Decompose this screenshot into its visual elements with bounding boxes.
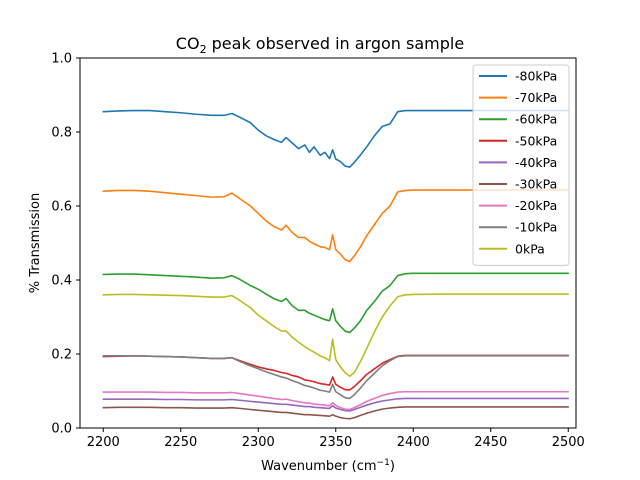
legend-label: 0kPa: [515, 241, 545, 256]
x-axis-label: Wavenumber (cm−1): [261, 458, 395, 474]
x-tick-label: 2200: [87, 435, 120, 450]
y-axis: 0.0 0.2 0.4 0.6 0.8 1.0: [51, 52, 80, 437]
y-axis-label: % Transmission: [28, 193, 43, 293]
x-tick-label: 2450: [474, 435, 507, 450]
x-axis-label-rest: ): [390, 459, 395, 474]
y-tick-label: 0.2: [51, 348, 72, 363]
y-tick-label: 1.0: [51, 52, 72, 67]
chart-title-subscript: 2: [200, 43, 207, 56]
series-line-80kpa: [102, 109, 570, 168]
x-tick-label: 2300: [242, 435, 275, 450]
y-tick-label: 0.4: [51, 274, 72, 289]
series-line-0kpa: [102, 293, 570, 378]
x-axis-label-main: Wavenumber (cm: [261, 459, 376, 474]
series-line-70kpa: [102, 189, 570, 263]
series-line-20kpa: [102, 390, 570, 411]
y-tick-label: 0.8: [51, 126, 72, 141]
y-tick-label: 0.6: [51, 200, 72, 215]
legend-label: -20kPa: [515, 198, 557, 213]
x-tick-label: 2400: [397, 435, 430, 450]
legend-label: -50kPa: [515, 133, 557, 148]
plot-frame: [79, 57, 577, 429]
legend-box: [472, 64, 570, 266]
legend-label: -10kPa: [515, 220, 557, 235]
x-axis-label-superscript: −1: [377, 458, 390, 468]
chart-title: CO2 peak observed in argon sample: [176, 34, 464, 56]
legend: -80kPa -70kPa -60kPa -50kPa -40kPa -30kPa -20k…: [472, 64, 570, 266]
series-line-10kpa: [102, 355, 570, 400]
series-line-60kpa: [102, 272, 570, 334]
series-layer: [102, 109, 570, 420]
legend-label: -60kPa: [515, 112, 557, 127]
y-tick-label: 0.0: [51, 422, 72, 437]
chart-title-rest: peak observed in argon sample: [207, 34, 465, 53]
legend-label: -70kPa: [515, 90, 557, 105]
x-tick-label: 2350: [319, 435, 352, 450]
legend-label: -80kPa: [515, 69, 557, 84]
series-line-40kpa: [102, 397, 570, 412]
chart-title-main: CO: [176, 34, 200, 53]
x-axis: 2200 2250 2300 2350 2400 2450 2500: [87, 428, 585, 450]
x-tick-label: 2500: [552, 435, 585, 450]
series-line-30kpa: [102, 406, 570, 420]
legend-label: -30kPa: [515, 177, 557, 192]
legend-label: -40kPa: [515, 155, 557, 170]
x-tick-label: 2250: [164, 435, 197, 450]
